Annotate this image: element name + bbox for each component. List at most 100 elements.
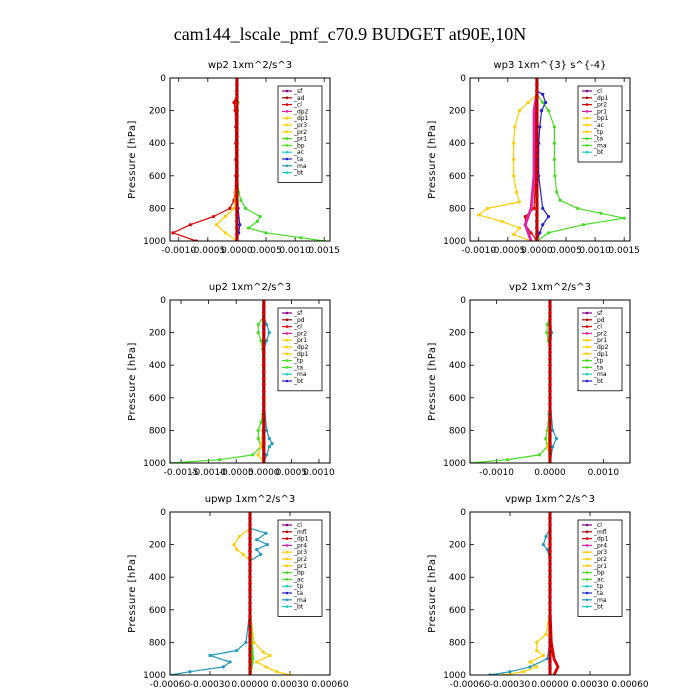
zero-line-point [535, 102, 539, 106]
series-point [264, 531, 268, 535]
series-point [535, 648, 539, 653]
legend-marker [285, 372, 289, 376]
zero-line-point [248, 549, 252, 553]
legend-entry: _bt [593, 604, 604, 611]
zero-line-point [548, 304, 552, 309]
legend-marker [285, 338, 289, 342]
zero-line-point [248, 614, 252, 619]
legend-marker [285, 530, 289, 534]
zero-line-point [548, 555, 552, 560]
zero-line-point [535, 206, 539, 211]
zero-line-point [248, 621, 252, 625]
zero-line-point [535, 89, 539, 93]
series-point [239, 198, 243, 202]
y-tick-label: 1000 [143, 671, 166, 681]
legend-entry: _bp1 [593, 115, 609, 122]
zero-line-point [248, 581, 252, 586]
legend-entry: _cl [593, 324, 602, 331]
panel-title: upwp 1xm^2/s^3 [205, 494, 295, 505]
series-point [513, 125, 517, 129]
series-point [545, 547, 549, 552]
zero-line-point [548, 409, 552, 413]
series-point [256, 331, 260, 335]
zero-line-point [235, 154, 239, 159]
series-point [545, 331, 549, 335]
panel-title: vp2 1xm^2/s^3 [509, 282, 591, 293]
series-point [545, 657, 549, 661]
legend-entry: _ta [293, 590, 303, 597]
legend-entry: _tp [593, 129, 603, 136]
series-point [512, 174, 516, 178]
x-tick-label: 0.0010 [279, 246, 311, 256]
zero-line-point [535, 187, 539, 191]
y-tick-label: 1000 [443, 237, 466, 247]
legend-entry: _pr1 [593, 108, 607, 115]
legend-entry: _pr1 [293, 337, 307, 344]
panel-up2: up2 1xm^2/s^3 Pressure [hPa] 0 200 400 600 800… [127, 282, 335, 478]
zero-line-point [248, 529, 252, 534]
zero-line-point [235, 141, 239, 145]
zero-line-point [235, 180, 239, 185]
legend-entry: _ma [293, 371, 307, 378]
zero-line-point [548, 529, 552, 534]
legend-marker [285, 345, 289, 349]
x-tick-label: 0.00060 [311, 680, 348, 690]
legend-entry: _dp2 [293, 108, 309, 115]
series-point [259, 339, 263, 343]
panel-upwp: upwp 1xm^2/s^3 Pressure [hPa] 0 200 400 600 80… [127, 494, 349, 690]
legend-entry: _mfl [593, 529, 607, 536]
panel-wp3: wp3 1xm^{3} s^{-4} Pressure [hPa] 0 200 400 6… [427, 60, 640, 256]
y-axis-label: Pressure [hPa] [427, 120, 438, 199]
y-tick-label: 400 [149, 573, 166, 583]
series-point [256, 428, 260, 432]
legend-entry: _ac [593, 576, 604, 583]
legend-entry: _pr3 [293, 549, 307, 556]
zero-line-point [261, 422, 266, 426]
series-point [259, 552, 263, 556]
legend-entry: _tp [293, 583, 303, 590]
zero-line-point [235, 193, 239, 198]
legend-entry: _tp [593, 583, 603, 590]
y-tick-label: 800 [149, 426, 166, 436]
y-axis-label: Pressure [hPa] [427, 554, 438, 633]
zero-line-point [548, 666, 552, 671]
series-point [545, 322, 549, 327]
legend-marker [285, 557, 289, 561]
series-point [267, 436, 271, 441]
y-tick-label: 200 [149, 329, 166, 339]
zero-line-point [535, 121, 539, 126]
series-point [259, 420, 263, 424]
series-point [238, 223, 242, 227]
legend-marker [285, 157, 289, 161]
legend-marker [285, 544, 289, 547]
series-point [517, 226, 522, 230]
series-point [228, 206, 232, 210]
plot-area [170, 300, 274, 463]
zero-line-point [548, 653, 552, 658]
legend-entry: _ta [593, 136, 603, 143]
y-tick-label: 800 [149, 638, 166, 648]
zero-line-point [548, 343, 552, 348]
series-point [546, 214, 551, 219]
legend-marker [285, 103, 289, 106]
zero-line-point [548, 601, 552, 606]
legend-marker [585, 359, 589, 362]
legend-marker [285, 123, 289, 127]
legend-marker [285, 116, 289, 120]
y-tick-label: 400 [149, 361, 166, 371]
zero-line-point [261, 369, 266, 374]
zero-line-point [548, 614, 552, 619]
series-point [244, 640, 248, 645]
zero-line-point [548, 542, 552, 547]
legend-marker [585, 605, 589, 608]
series-point [541, 100, 545, 105]
y-tick-label: 600 [149, 606, 166, 616]
legend-marker [285, 332, 289, 335]
series-point [528, 665, 532, 669]
legend-marker [585, 598, 589, 602]
zero-line-point [248, 555, 252, 560]
series-point [264, 428, 269, 432]
zero-line-point [261, 304, 266, 309]
legend-entry: _pr2 [293, 556, 307, 563]
x-tick-label: 0.0005 [276, 468, 308, 478]
